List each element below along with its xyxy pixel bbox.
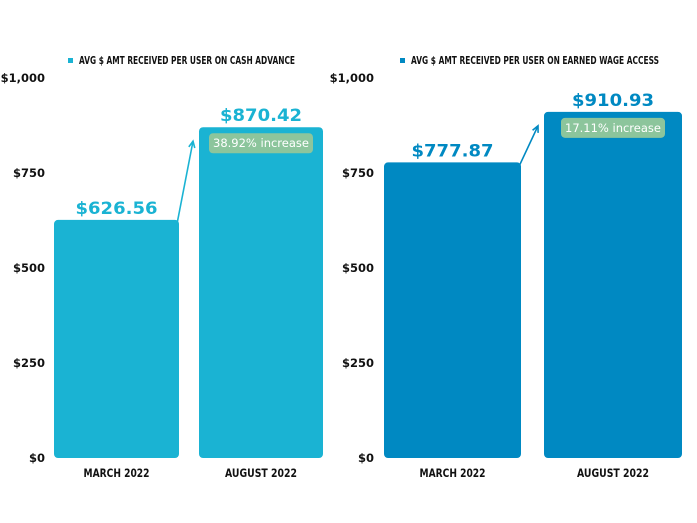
y-tick-label-earned-wage: $0 <box>358 451 374 465</box>
y-tick-label-cash-advance: $1,000 <box>1 71 45 85</box>
y-tick-label-earned-wage: $750 <box>342 166 374 180</box>
legend-swatch-earned-wage <box>400 58 405 63</box>
value-label-cash-advance-2: $870.42 <box>220 106 302 126</box>
y-tick-label-cash-advance: $250 <box>13 356 45 370</box>
category-label-cash-advance-2: AUGUST 2022 <box>225 466 297 480</box>
category-label-cash-advance-1: MARCH 2022 <box>84 466 150 480</box>
growth-arrowhead-earned-wage <box>532 124 539 133</box>
y-tick-label-cash-advance: $0 <box>29 451 45 465</box>
category-label-earned-wage-1: MARCH 2022 <box>420 466 486 480</box>
y-tick-label-cash-advance: $750 <box>13 166 45 180</box>
increase-badge-text-cash-advance: 38.92% increase <box>213 136 309 150</box>
value-label-earned-wage-2: $910.93 <box>572 91 654 111</box>
increase-badge-cash-advance <box>209 133 313 154</box>
legend-label-earned-wage: AVG $ AMT RECEIVED PER USER ON EARNED WA… <box>411 55 659 67</box>
bar-earned-wage-1 <box>384 162 521 458</box>
y-tick-label-earned-wage: $1,000 <box>330 71 374 85</box>
increase-badge-earned-wage <box>561 117 665 138</box>
y-tick-label-earned-wage: $250 <box>342 356 374 370</box>
y-tick-label-cash-advance: $500 <box>13 261 45 275</box>
bar-cash-advance-1 <box>54 219 179 458</box>
category-label-earned-wage-2: AUGUST 2022 <box>577 466 649 480</box>
bar-earned-wage-2 <box>544 111 682 458</box>
legend-swatch-cash-advance <box>68 58 73 63</box>
growth-arrow-earned-wage <box>518 125 539 167</box>
growth-arrow-cash-advance <box>176 141 194 225</box>
value-label-cash-advance-1: $626.56 <box>76 199 158 219</box>
value-label-earned-wage-1: $777.87 <box>412 141 494 161</box>
y-tick-label-earned-wage: $500 <box>342 261 374 275</box>
legend-label-cash-advance: AVG $ AMT RECEIVED PER USER ON CASH ADVA… <box>79 55 295 67</box>
bar-cash-advance-2 <box>199 127 323 458</box>
increase-badge-text-earned-wage: 17.11% increase <box>565 121 661 135</box>
growth-arrowhead-cash-advance <box>188 139 196 149</box>
